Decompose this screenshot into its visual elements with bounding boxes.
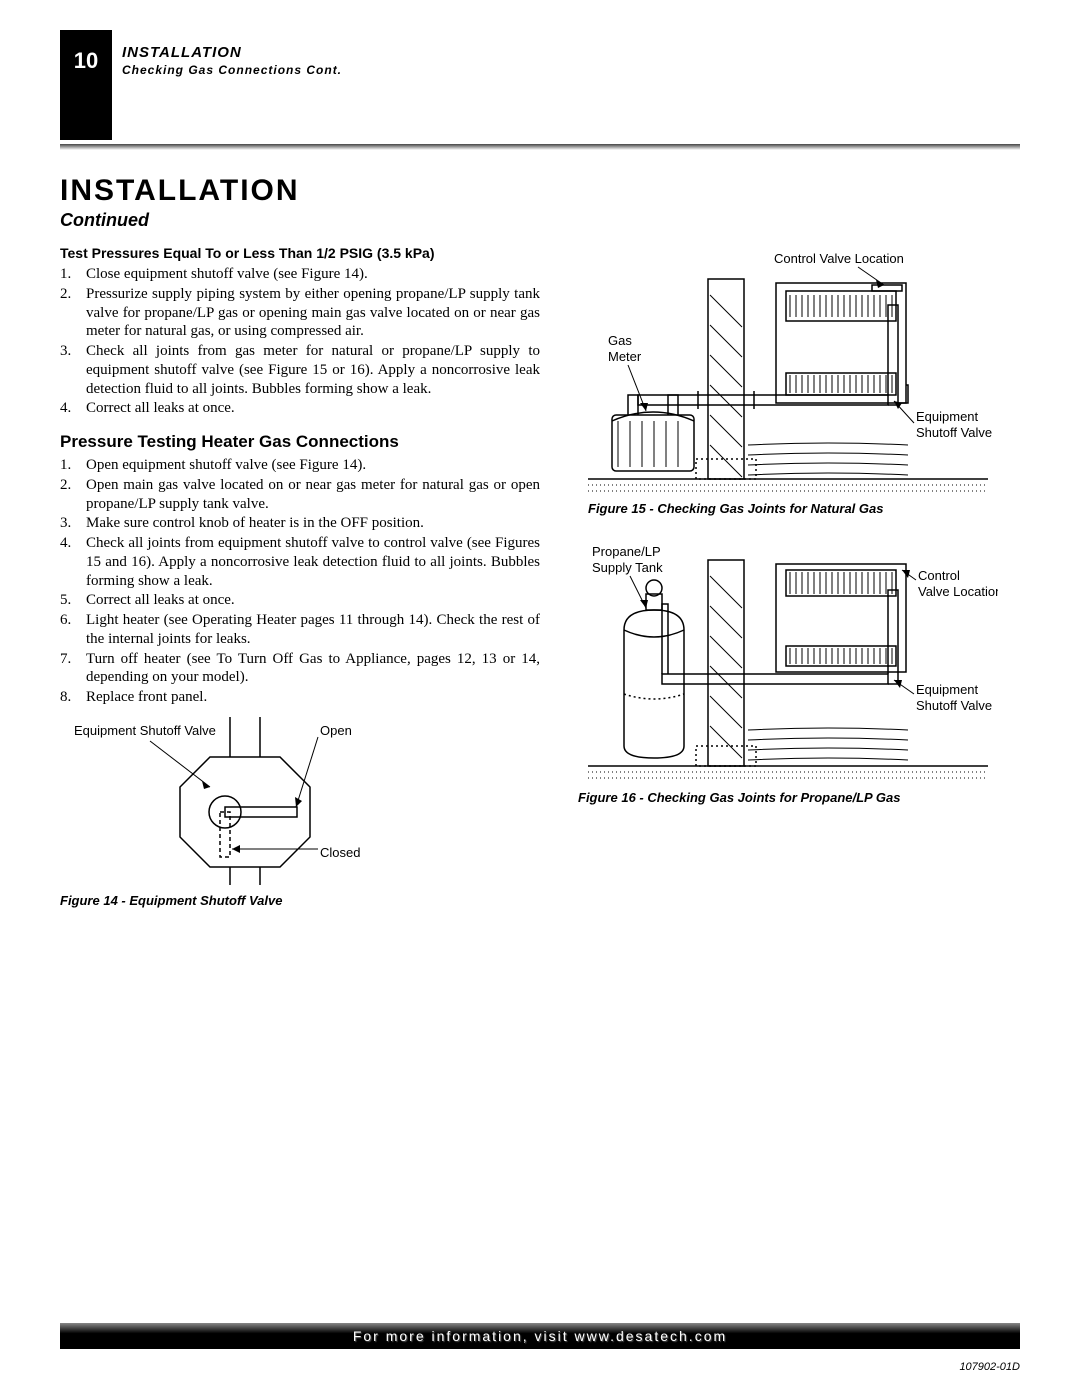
figure-16-caption: Figure 16 - Checking Gas Joints for Prop…	[578, 790, 998, 805]
pressure-testing-list: Open equipment shutoff valve (see Figure…	[60, 456, 540, 707]
page-header: 10 INSTALLATION Checking Gas Connections…	[60, 30, 1020, 140]
fig16-shutoff-label-2: Shutoff Valve	[916, 698, 992, 713]
test-pressures-heading: Test Pressures Equal To or Less Than 1/2…	[60, 245, 540, 261]
header-title: INSTALLATION	[122, 44, 342, 61]
figure-16-svg: Propane/LP Supply Tank Control Valve Loc…	[568, 534, 998, 784]
fig15-shutoff-label-1: Equipment	[916, 409, 979, 424]
fig14-shutoff-label: Equipment Shutoff Valve	[74, 723, 216, 738]
list-item: Light heater (see Operating Heater pages…	[60, 611, 540, 649]
fig16-shutoff-label-1: Equipment	[916, 682, 979, 697]
list-item: Check all joints from equipment shutoff …	[60, 534, 540, 590]
figure-15: Control Valve Location Gas Meter Equipme…	[568, 245, 998, 516]
page-number-box: 10	[60, 30, 112, 140]
pressure-testing-heading: Pressure Testing Heater Gas Connections	[60, 432, 540, 452]
fig16-control-label-2: Valve Location	[918, 584, 998, 599]
list-item: Open main gas valve located on or near g…	[60, 476, 540, 514]
fig15-meter-label-1: Gas	[608, 333, 632, 348]
page-number: 10	[74, 48, 98, 74]
test-pressures-list: Close equipment shutoff valve (see Figur…	[60, 265, 540, 418]
list-item: Correct all leaks at once.	[60, 591, 540, 610]
list-item: Open equipment shutoff valve (see Figure…	[60, 456, 540, 475]
fig14-open-label: Open	[320, 723, 352, 738]
figure-14-caption: Figure 14 - Equipment Shutoff Valve	[60, 893, 540, 908]
list-item: Make sure control knob of heater is in t…	[60, 514, 540, 533]
list-item: Close equipment shutoff valve (see Figur…	[60, 265, 540, 284]
document-number: 107902-01D	[959, 1361, 1020, 1373]
figure-16: Propane/LP Supply Tank Control Valve Loc…	[568, 534, 998, 805]
figure-14-svg: Equipment Shutoff Valve Open Closed	[60, 717, 420, 887]
fig15-control-label: Control Valve Location	[774, 251, 904, 266]
list-item: Turn off heater (see To Turn Off Gas to …	[60, 650, 540, 688]
footer-bar: For more information, visit www.desatech…	[60, 1323, 1020, 1349]
header-subtitle: Checking Gas Connections Cont.	[122, 63, 342, 77]
main-title: INSTALLATION	[60, 174, 1020, 208]
fig16-tank-label-1: Propane/LP	[592, 544, 661, 559]
list-item: Pressurize supply piping system by eithe…	[60, 285, 540, 341]
fig16-tank-label-2: Supply Tank	[592, 560, 663, 575]
continued-label: Continued	[60, 210, 1020, 231]
fig15-meter-label-2: Meter	[608, 349, 642, 364]
list-item: Replace front panel.	[60, 688, 540, 707]
fig14-closed-label: Closed	[320, 845, 360, 860]
fig16-control-label-1: Control	[918, 568, 960, 583]
list-item: Check all joints from gas meter for natu…	[60, 342, 540, 398]
figure-14: Equipment Shutoff Valve Open Closed Figu…	[60, 717, 540, 908]
fig15-shutoff-label-2: Shutoff Valve	[916, 425, 992, 440]
figure-15-caption: Figure 15 - Checking Gas Joints for Natu…	[588, 501, 998, 516]
header-rule	[60, 144, 1020, 150]
figure-15-svg: Control Valve Location Gas Meter Equipme…	[568, 245, 998, 495]
list-item: Correct all leaks at once.	[60, 399, 540, 418]
